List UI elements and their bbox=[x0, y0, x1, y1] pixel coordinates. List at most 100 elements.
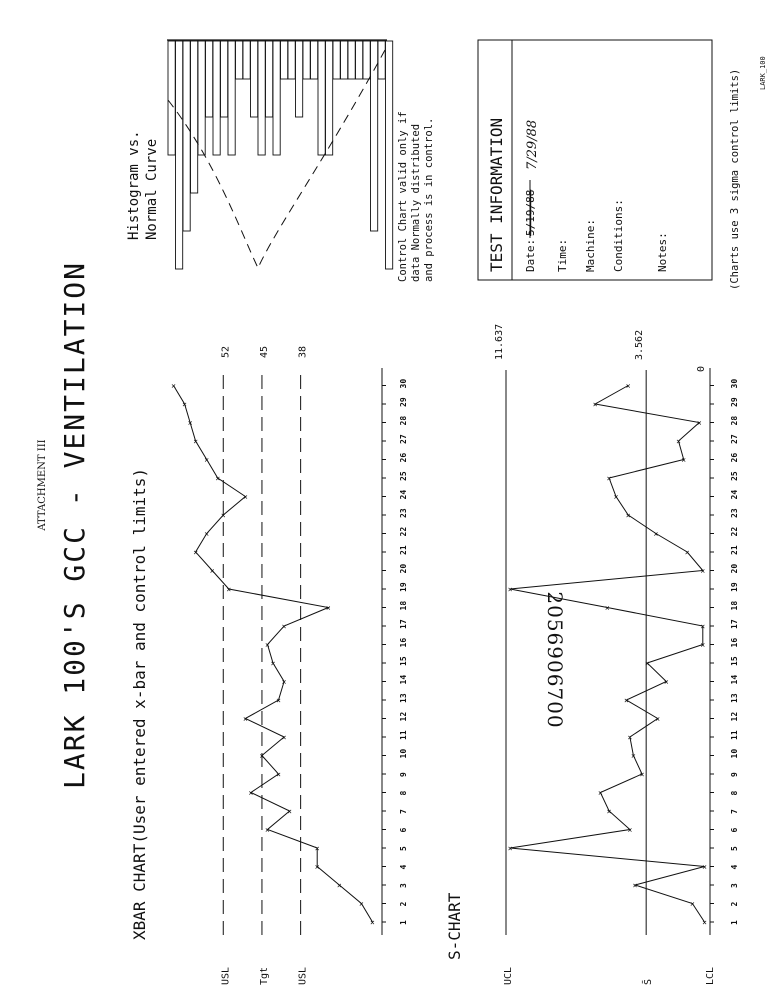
s-tick-label: 2 bbox=[730, 902, 739, 907]
s-point: × bbox=[700, 567, 705, 576]
s-point: × bbox=[702, 863, 707, 872]
xbar-tick-label: 28 bbox=[399, 416, 408, 426]
s-tick-label: 19 bbox=[730, 582, 739, 592]
s-point: × bbox=[598, 789, 603, 798]
s-point: × bbox=[633, 881, 638, 890]
xbar-tick-label: 29 bbox=[399, 397, 408, 407]
s-point: × bbox=[645, 659, 650, 668]
control-note-line3: and process is in control. bbox=[423, 118, 435, 282]
histogram-bar bbox=[257, 40, 266, 156]
s-tick-label: 14 bbox=[730, 675, 739, 685]
s-point: × bbox=[681, 456, 686, 465]
xbar-point: × bbox=[282, 622, 287, 631]
xbar-tick-label: 16 bbox=[399, 638, 408, 648]
s-tick-label: 9 bbox=[730, 772, 739, 777]
xbar-limit-value-1: 45 bbox=[259, 346, 270, 358]
xbar-tick-label: 17 bbox=[399, 619, 408, 629]
notes-label: Notes: bbox=[656, 232, 669, 272]
s-limit-value-1: 3.562 bbox=[634, 330, 645, 360]
xbar-limit-label-2: USL bbox=[298, 967, 309, 985]
xbar-tick-label: 7 bbox=[399, 809, 408, 814]
xbar-limit-value-2: 38 bbox=[298, 346, 309, 358]
s-tick-label: 4 bbox=[730, 865, 739, 870]
s-tick-label: 24 bbox=[730, 490, 739, 500]
histogram-title-line2: Normal Curve bbox=[144, 139, 160, 240]
histogram-bar bbox=[302, 40, 311, 80]
xbar-tick-label: 6 bbox=[399, 828, 408, 833]
s-limit-label-1: S̄ bbox=[641, 979, 654, 985]
xbar-limit-label-1: Tgt bbox=[259, 967, 270, 985]
s-tick-label: 29 bbox=[730, 397, 739, 407]
xbar-point: × bbox=[171, 382, 176, 391]
xbar-tick-label: 22 bbox=[399, 527, 408, 537]
machine-label: Machine: bbox=[584, 219, 597, 272]
histogram-bar bbox=[332, 40, 341, 80]
s-tick-label: 15 bbox=[730, 656, 739, 666]
xbar-point: × bbox=[260, 752, 265, 761]
s-point: × bbox=[685, 548, 690, 557]
histogram-bar bbox=[205, 40, 214, 118]
page-title: LARK 100'S GCC - VENTILATION bbox=[58, 261, 91, 789]
xbar-tick-label: 18 bbox=[399, 601, 408, 611]
s-point: × bbox=[626, 382, 631, 391]
histogram-bar bbox=[227, 40, 236, 156]
attachment-label: ATTACHMENT III bbox=[37, 439, 48, 531]
document-number: 2056906700 bbox=[543, 591, 567, 728]
s-point: × bbox=[697, 419, 702, 428]
xbar-point: × bbox=[193, 437, 198, 446]
xbar-tick-label: 26 bbox=[399, 453, 408, 463]
s-limit-value-2: 0 bbox=[696, 366, 707, 372]
s-tick-label: 26 bbox=[730, 453, 739, 463]
s-limit-label-2: LCL bbox=[705, 967, 716, 985]
s-tick-label: 23 bbox=[730, 508, 739, 518]
s-point: × bbox=[508, 844, 513, 853]
s-tick-label: 3 bbox=[730, 883, 739, 888]
histogram-bar bbox=[325, 40, 334, 156]
histogram-bar bbox=[287, 40, 296, 80]
s-tick-label: 27 bbox=[730, 434, 739, 444]
footer-code: LARK_100 bbox=[759, 56, 767, 90]
xbar-tick-label: 14 bbox=[399, 675, 408, 685]
histogram-bar bbox=[362, 40, 371, 80]
s-tick-label: 5 bbox=[730, 846, 739, 851]
xbar-tick-label: 1 bbox=[399, 920, 408, 925]
xbar-point: × bbox=[226, 585, 231, 594]
test-info-box: TEST INFORMATION Date: 5/19/88 7/29/88 T… bbox=[477, 39, 713, 281]
xbar-tick-label: 4 bbox=[399, 865, 408, 870]
xbar-tick-label: 11 bbox=[399, 730, 408, 740]
s-tick-label: 8 bbox=[730, 791, 739, 796]
time-label: Time: bbox=[556, 239, 569, 272]
histogram-bar bbox=[295, 40, 304, 118]
xbar-point: × bbox=[182, 400, 187, 409]
xbar-tick-label: 27 bbox=[399, 434, 408, 444]
xbar-tick-label: 5 bbox=[399, 846, 408, 851]
xbar-tick-label: 23 bbox=[399, 508, 408, 518]
histogram-bar bbox=[220, 40, 229, 118]
xbar-point: × bbox=[282, 733, 287, 742]
histogram-bar bbox=[355, 40, 364, 80]
histogram-bar bbox=[242, 40, 251, 80]
xbar-tick-label: 10 bbox=[399, 749, 408, 759]
s-tick-label: 28 bbox=[730, 416, 739, 426]
xbar-point: × bbox=[326, 604, 331, 613]
xbar-chart-title: XBAR CHART(User entered x-bar and contro… bbox=[130, 468, 149, 940]
xbar-tick-label: 8 bbox=[399, 791, 408, 796]
xbar-point: × bbox=[359, 900, 364, 909]
histogram-bar bbox=[175, 40, 184, 270]
s-point: × bbox=[605, 604, 610, 613]
s-tick-label: 22 bbox=[730, 527, 739, 537]
s-point: × bbox=[627, 733, 632, 742]
sigma-note: (Charts use 3 sigma control limits) bbox=[729, 69, 741, 290]
histogram-bar bbox=[250, 40, 259, 118]
s-point: × bbox=[690, 900, 695, 909]
histogram-bar bbox=[347, 40, 356, 80]
xbar-tick-label: 20 bbox=[399, 564, 408, 574]
s-point: × bbox=[607, 807, 612, 816]
s-tick-label: 17 bbox=[730, 619, 739, 629]
s-limit-label-0: UCL bbox=[503, 967, 514, 985]
xbar-point: × bbox=[204, 530, 209, 539]
xbar-tick-label: 21 bbox=[399, 545, 408, 555]
histogram bbox=[167, 39, 394, 270]
